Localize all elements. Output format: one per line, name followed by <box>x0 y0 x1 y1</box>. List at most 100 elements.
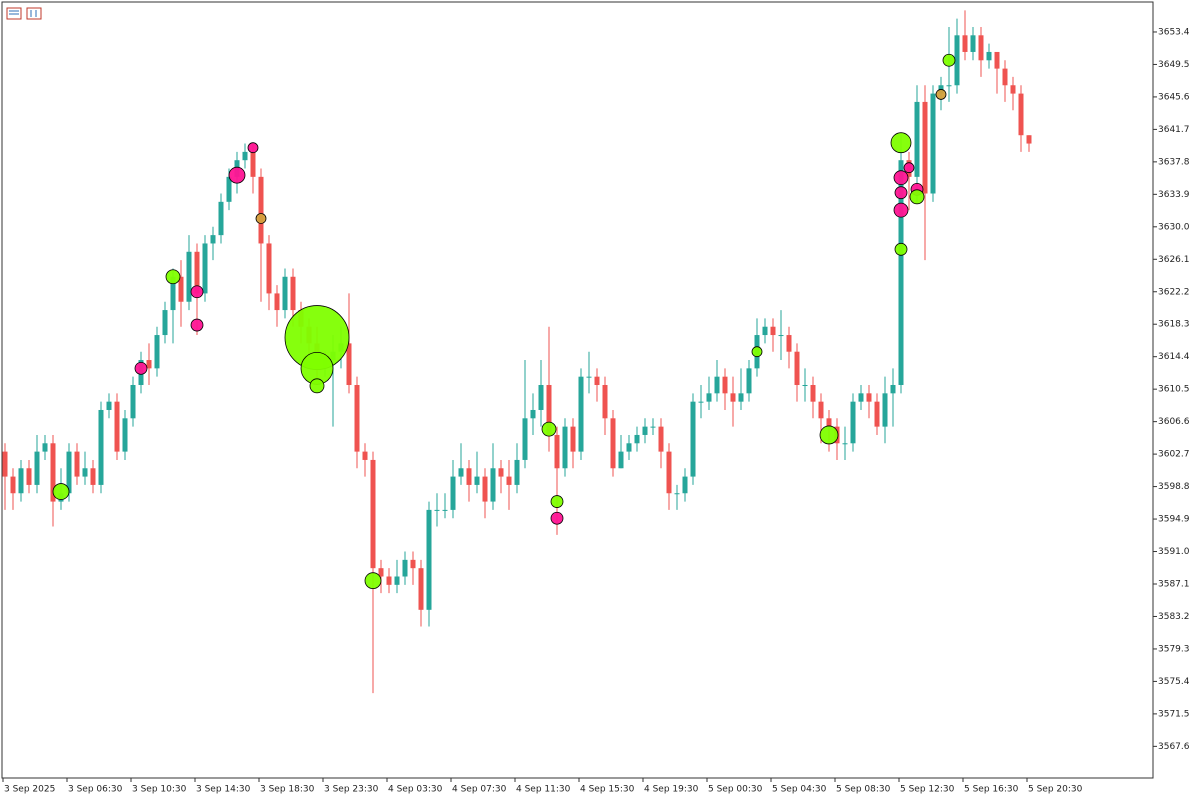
candle-body <box>962 35 968 52</box>
candle-body <box>394 576 400 585</box>
candle-body <box>666 451 672 494</box>
y-tick-label: 3587.1 <box>1158 580 1190 590</box>
signal-marker <box>550 511 564 525</box>
candle-body <box>1002 68 1008 86</box>
signal-marker <box>894 242 908 256</box>
y-tick-label: 3602.7 <box>1158 450 1190 460</box>
x-tick-label: 4 Sep 19:30 <box>644 785 699 795</box>
candle-body <box>618 451 624 469</box>
candle-body <box>226 176 232 202</box>
candle-body <box>770 326 776 336</box>
candle-body <box>146 360 152 369</box>
y-tick-label: 3614.4 <box>1158 352 1190 362</box>
candle-body <box>626 443 632 452</box>
signal-marker <box>165 269 181 285</box>
candle-body <box>546 385 552 435</box>
candle-body <box>498 468 504 477</box>
candle-body <box>1010 85 1016 94</box>
candle-body <box>898 160 904 386</box>
x-tick-label: 4 Sep 15:30 <box>580 785 635 795</box>
signal-marker <box>819 425 839 445</box>
signal-marker <box>52 483 70 500</box>
candle-body <box>426 509 432 610</box>
y-tick-label: 3591.0 <box>1158 547 1190 557</box>
x-tick-label: 4 Sep 11:30 <box>516 785 571 795</box>
signal-marker <box>134 361 148 375</box>
candle-body <box>874 401 880 427</box>
candle-body <box>586 376 592 378</box>
candle-body <box>538 385 544 410</box>
candle-body <box>946 85 952 87</box>
x-tick-label: 3 Sep 10:30 <box>132 785 187 795</box>
candle-body <box>810 385 816 402</box>
icon[interactable] <box>26 7 42 20</box>
candle-body <box>290 276 296 311</box>
candle-body <box>738 393 744 402</box>
signal-marker <box>751 346 763 358</box>
candle-body <box>26 468 32 485</box>
y-tick-label: 3618.3 <box>1158 320 1190 330</box>
y-tick-label: 3579.3 <box>1158 644 1190 654</box>
candle-body <box>594 376 600 386</box>
y-tick-label: 3626.1 <box>1158 255 1190 265</box>
candle-body <box>634 434 640 444</box>
candle-body <box>786 335 792 352</box>
candle-body <box>778 335 784 337</box>
signal-marker <box>190 285 204 299</box>
candle-body <box>674 493 680 495</box>
y-tick-label: 3637.8 <box>1158 157 1190 167</box>
candle-body <box>194 251 200 294</box>
candle-body <box>490 468 496 502</box>
y-tick-label: 3649.5 <box>1158 60 1190 70</box>
candle-body <box>922 101 928 194</box>
candle-body <box>2 451 8 477</box>
candle-body <box>434 509 440 511</box>
candle-body <box>914 101 920 177</box>
candle-body <box>130 385 136 419</box>
candle-body <box>98 409 104 485</box>
candle-body <box>986 51 992 61</box>
candle-body <box>514 459 520 485</box>
candle-body <box>450 476 456 510</box>
candle-body <box>258 176 264 244</box>
x-tick-label: 3 Sep 14:30 <box>196 785 251 795</box>
candle-body <box>250 151 256 177</box>
candle-body <box>970 35 976 52</box>
candle-body <box>210 235 216 244</box>
y-tick-label: 3567.6 <box>1158 742 1190 752</box>
candle-body <box>930 93 936 194</box>
candle-body <box>642 426 648 435</box>
y-tick-label: 3606.6 <box>1158 417 1190 427</box>
signal-marker <box>247 142 259 154</box>
candle-body <box>362 451 368 460</box>
candle-body <box>346 343 352 386</box>
x-tick-label: 5 Sep 04:30 <box>772 785 827 795</box>
signal-marker <box>890 132 912 154</box>
candle-body <box>202 243 208 294</box>
signal-marker <box>909 189 925 205</box>
candle-body <box>18 468 24 494</box>
y-tick-label: 3633.9 <box>1158 190 1190 200</box>
candle-body <box>826 418 832 427</box>
signal-marker <box>893 170 909 186</box>
candle-body <box>482 476 488 502</box>
candle-body <box>802 385 808 387</box>
signal-marker <box>541 421 557 437</box>
candle-body <box>242 151 248 161</box>
x-tick-label: 3 Sep 06:30 <box>68 785 123 795</box>
candle-body <box>10 476 16 494</box>
candle-body <box>578 376 584 452</box>
candle-body <box>882 393 888 427</box>
candle-body <box>658 426 664 452</box>
candle-body <box>418 568 424 610</box>
signal-marker <box>942 53 956 67</box>
signal-marker <box>935 89 947 100</box>
x-tick-label: 3 Sep 23:30 <box>324 785 379 795</box>
candle-body <box>698 401 704 403</box>
candle-body <box>890 385 896 394</box>
y-tick-label: 3641.7 <box>1158 125 1190 135</box>
candle-body <box>466 468 472 485</box>
candle-body <box>282 276 288 311</box>
candle-body <box>530 409 536 419</box>
candle-body <box>866 393 872 402</box>
